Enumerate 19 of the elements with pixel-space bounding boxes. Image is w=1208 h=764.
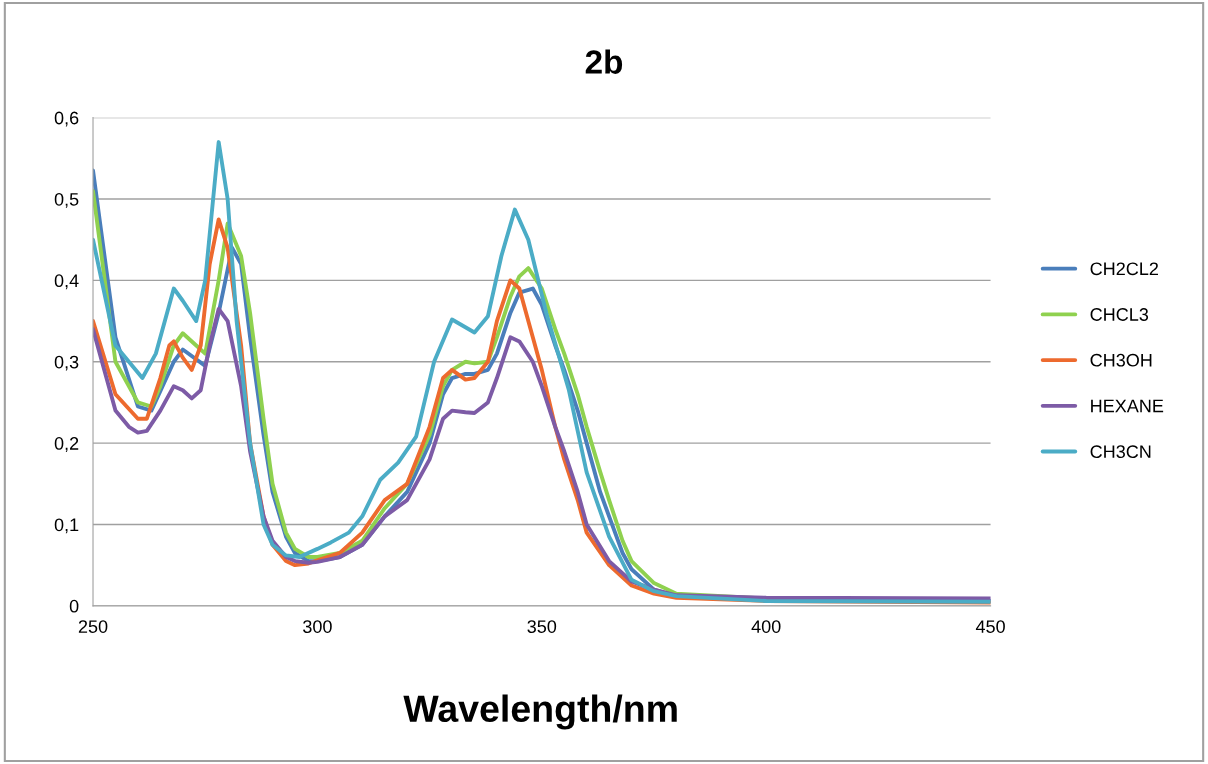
legend-label: CH3CN [1090, 445, 1151, 459]
y-tick-label: 0 [69, 599, 79, 613]
y-tick-label: 0,6 [54, 111, 79, 127]
x-axis-title: Wavelength/nm [403, 694, 677, 730]
x-tick-label: 250 [78, 620, 108, 633]
x-tick-label: 350 [527, 620, 557, 633]
legend-label: CH3OH [1090, 353, 1152, 367]
y-tick-label: 0,5 [54, 192, 79, 208]
y-tick-label: 0,1 [54, 518, 79, 534]
x-tick-label: 400 [751, 620, 781, 633]
x-tick-label: 300 [303, 620, 332, 633]
x-tick-label: 450 [975, 620, 1005, 633]
legend-label: HEXANE [1091, 399, 1164, 413]
y-tick-label: 0,4 [54, 274, 79, 290]
y-tick-label: 0,3 [54, 355, 79, 371]
chart-title: 2b [585, 49, 623, 74]
y-tick-label: 0,2 [54, 437, 79, 452]
legend-label: CHCL3 [1090, 308, 1149, 321]
legend-label: CH2CL2 [1090, 262, 1158, 276]
